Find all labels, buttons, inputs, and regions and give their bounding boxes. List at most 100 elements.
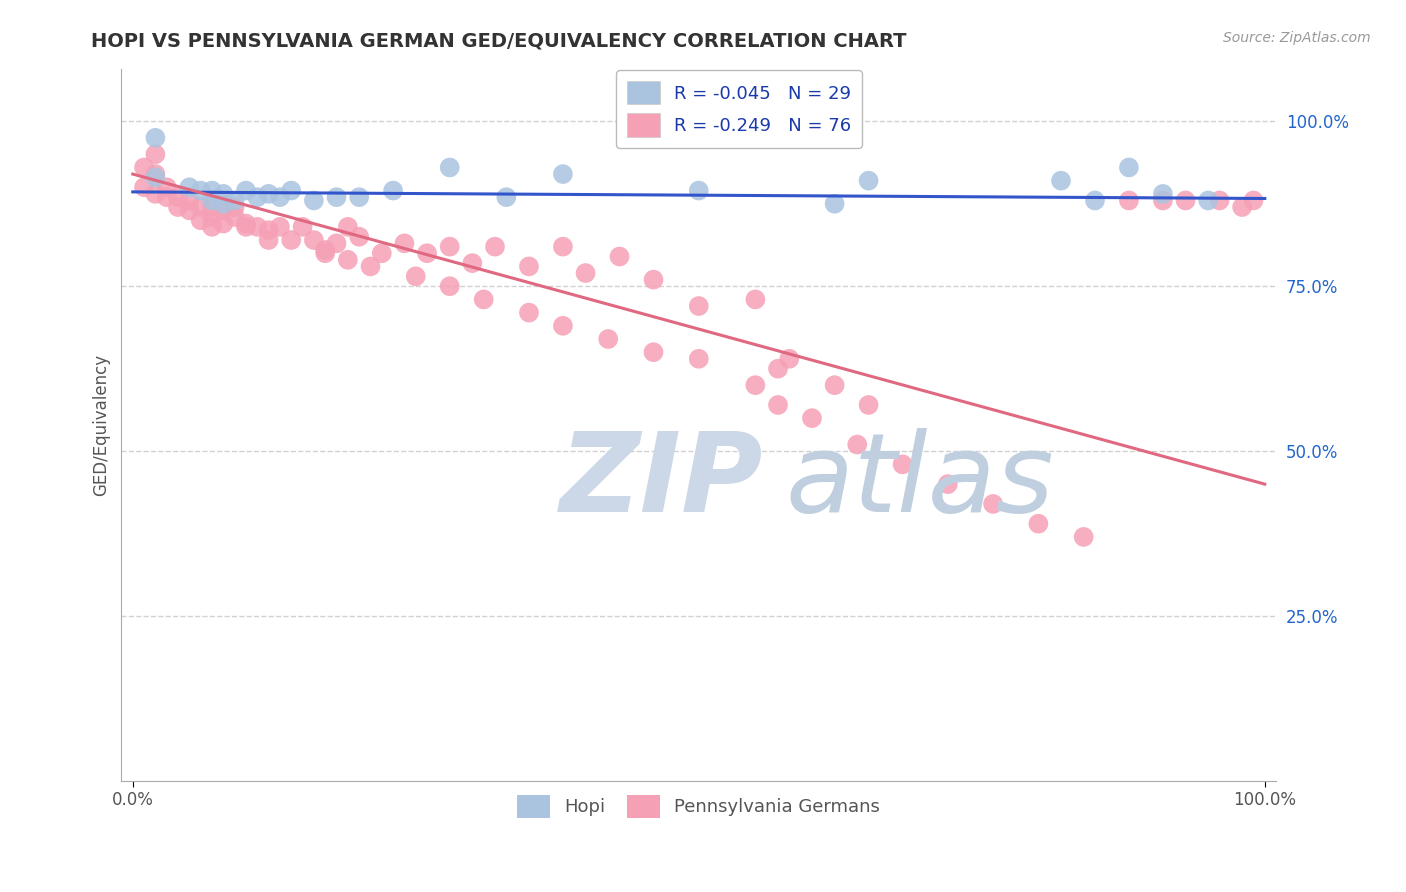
Point bbox=[1028, 516, 1050, 531]
Point bbox=[382, 184, 405, 198]
Point bbox=[145, 170, 167, 185]
Point bbox=[269, 190, 291, 204]
Point bbox=[314, 246, 336, 260]
Point bbox=[1118, 161, 1140, 175]
Point bbox=[801, 411, 824, 425]
Legend: Hopi, Pennsylvania Germans: Hopi, Pennsylvania Germans bbox=[510, 788, 887, 825]
Point bbox=[347, 190, 370, 204]
Point bbox=[291, 219, 314, 234]
Point bbox=[643, 345, 665, 359]
Point bbox=[167, 190, 190, 204]
Point bbox=[643, 272, 665, 286]
Point bbox=[517, 305, 540, 319]
Point bbox=[132, 180, 155, 194]
Point bbox=[224, 194, 246, 208]
Point bbox=[744, 378, 766, 392]
Point bbox=[744, 293, 766, 307]
Point bbox=[145, 167, 167, 181]
Point bbox=[212, 217, 235, 231]
Point bbox=[224, 200, 246, 214]
Text: HOPI VS PENNSYLVANIA GERMAN GED/EQUIVALENCY CORRELATION CHART: HOPI VS PENNSYLVANIA GERMAN GED/EQUIVALE… bbox=[91, 31, 907, 50]
Point bbox=[439, 240, 461, 254]
Point bbox=[824, 378, 846, 392]
Point bbox=[778, 351, 800, 366]
Point bbox=[235, 184, 257, 198]
Point bbox=[598, 332, 620, 346]
Point bbox=[156, 180, 179, 194]
Point bbox=[766, 398, 789, 412]
Point bbox=[190, 200, 212, 214]
Point bbox=[145, 147, 167, 161]
Point bbox=[212, 196, 235, 211]
Point bbox=[517, 260, 540, 274]
Point bbox=[246, 219, 269, 234]
Point bbox=[212, 203, 235, 218]
Point bbox=[1174, 194, 1197, 208]
Point bbox=[190, 184, 212, 198]
Point bbox=[201, 194, 224, 208]
Point bbox=[1050, 174, 1073, 188]
Point bbox=[371, 246, 394, 260]
Point bbox=[190, 213, 212, 227]
Text: ZIP: ZIP bbox=[560, 428, 763, 535]
Point bbox=[201, 184, 224, 198]
Point bbox=[766, 361, 789, 376]
Point bbox=[551, 167, 574, 181]
Point bbox=[212, 186, 235, 201]
Point bbox=[201, 200, 224, 214]
Point bbox=[314, 243, 336, 257]
Point bbox=[858, 174, 880, 188]
Point bbox=[688, 299, 710, 313]
Point bbox=[167, 200, 190, 214]
Text: atlas: atlas bbox=[786, 428, 1054, 535]
Point bbox=[347, 229, 370, 244]
Text: Source: ZipAtlas.com: Source: ZipAtlas.com bbox=[1223, 31, 1371, 45]
Point bbox=[1197, 194, 1219, 208]
Point bbox=[302, 233, 325, 247]
Point bbox=[1152, 186, 1174, 201]
Point bbox=[484, 240, 506, 254]
Point bbox=[495, 190, 517, 204]
Point bbox=[235, 217, 257, 231]
Point bbox=[1073, 530, 1095, 544]
Point bbox=[824, 196, 846, 211]
Point bbox=[336, 252, 359, 267]
Point bbox=[688, 184, 710, 198]
Point bbox=[325, 190, 347, 204]
Point bbox=[551, 240, 574, 254]
Point bbox=[1243, 194, 1265, 208]
Point bbox=[1230, 200, 1253, 214]
Point bbox=[472, 293, 495, 307]
Point bbox=[891, 458, 914, 472]
Point bbox=[257, 223, 280, 237]
Point bbox=[280, 233, 302, 247]
Point bbox=[1118, 194, 1140, 208]
Point bbox=[609, 250, 631, 264]
Point bbox=[858, 398, 880, 412]
Point bbox=[405, 269, 427, 284]
Point bbox=[336, 219, 359, 234]
Point bbox=[269, 219, 291, 234]
Point bbox=[235, 219, 257, 234]
Point bbox=[325, 236, 347, 251]
Point bbox=[936, 477, 959, 491]
Point bbox=[145, 130, 167, 145]
Point bbox=[688, 351, 710, 366]
Point bbox=[224, 210, 246, 224]
Point bbox=[201, 210, 224, 224]
Point bbox=[145, 186, 167, 201]
Point bbox=[156, 190, 179, 204]
Point bbox=[574, 266, 596, 280]
Point bbox=[360, 260, 382, 274]
Point bbox=[416, 246, 439, 260]
Point bbox=[551, 318, 574, 333]
Point bbox=[246, 190, 269, 204]
Point bbox=[461, 256, 484, 270]
Point bbox=[132, 161, 155, 175]
Point bbox=[280, 184, 302, 198]
Point bbox=[179, 180, 201, 194]
Point bbox=[257, 186, 280, 201]
Point bbox=[846, 437, 869, 451]
Point bbox=[394, 236, 416, 251]
Point bbox=[257, 233, 280, 247]
